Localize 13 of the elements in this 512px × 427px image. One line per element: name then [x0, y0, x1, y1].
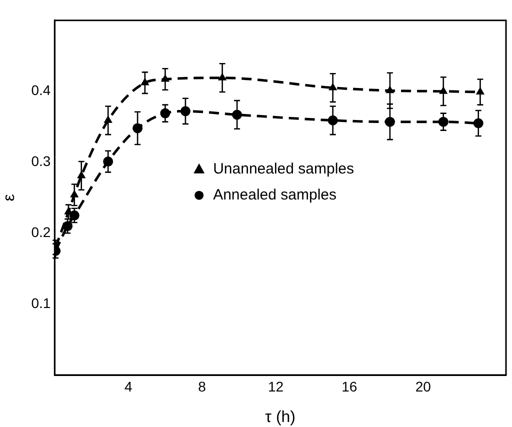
legend-label: Annealed samples — [213, 186, 337, 204]
x-tick-label: 20 — [415, 378, 432, 394]
y-tick-label: 0.4 — [31, 82, 51, 98]
y-tick-label: 0.2 — [31, 224, 51, 240]
x-tick-label: 12 — [268, 378, 284, 394]
x-tick-label: 4 — [124, 378, 132, 394]
x-axis-title: τ (h) — [265, 408, 296, 426]
y-tick-label: 0.1 — [31, 294, 51, 311]
legend-label: Unannealed samples — [213, 160, 354, 178]
x-tick-label: 16 — [342, 378, 358, 394]
y-tick-label: 0.3 — [31, 153, 51, 170]
x-tick-label: 8 — [198, 378, 206, 394]
y-axis-title: ε — [1, 194, 18, 202]
